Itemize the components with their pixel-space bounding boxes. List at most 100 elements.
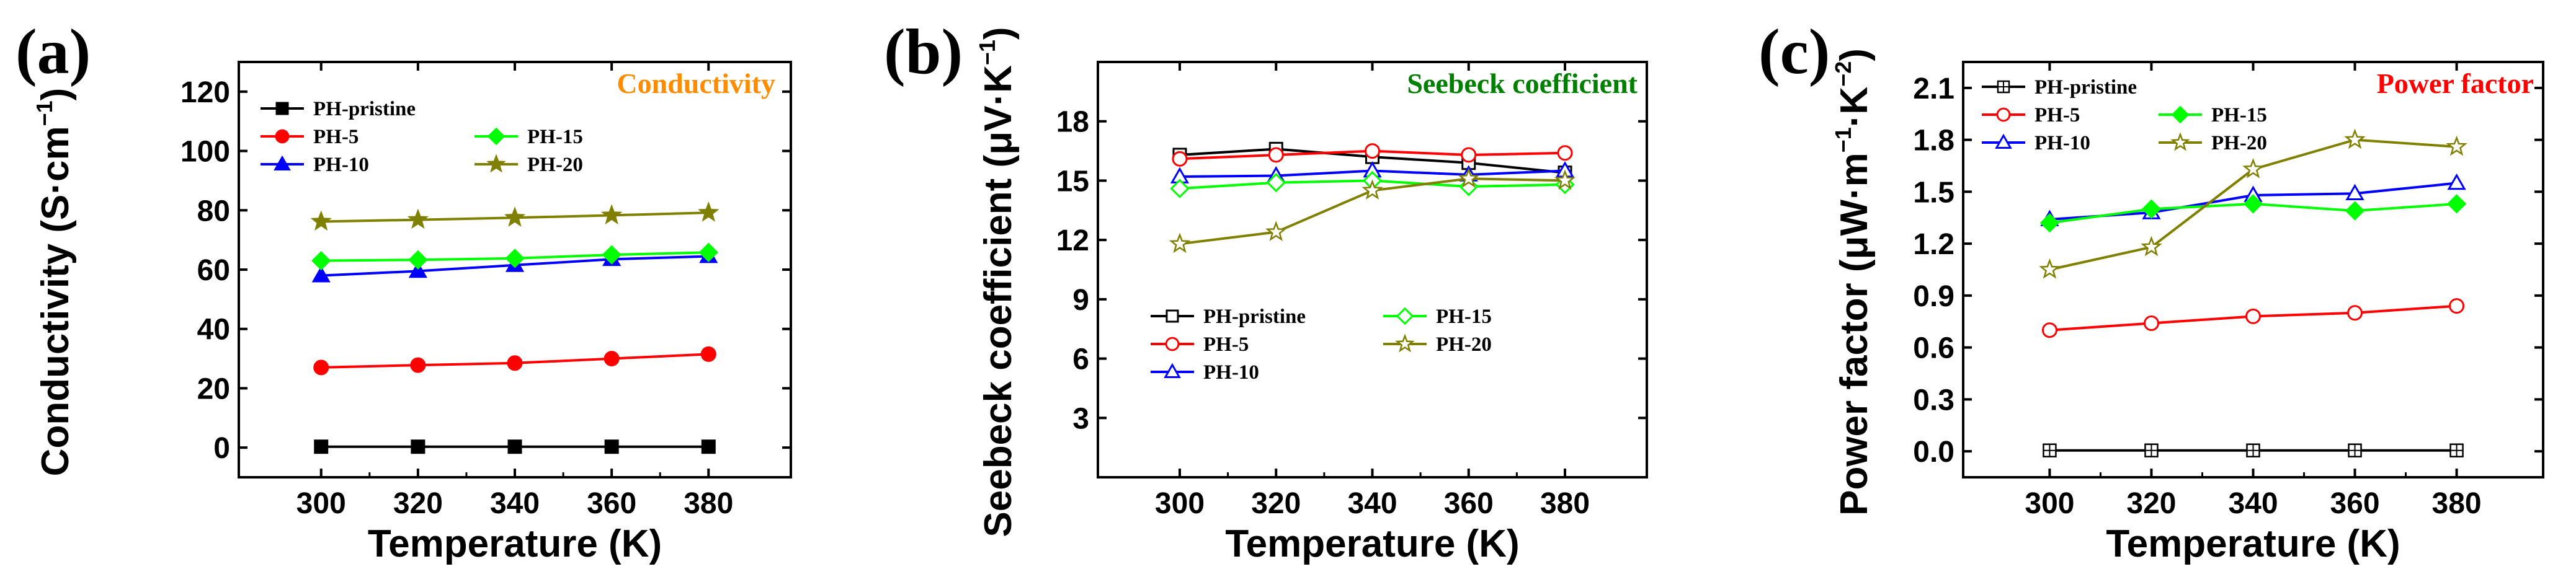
- legend-marker: [1995, 133, 2012, 149]
- data-point: [410, 357, 426, 373]
- x-axis-title: Temperature (K): [2106, 522, 2400, 565]
- data-point: [700, 346, 716, 362]
- data-point: [604, 351, 620, 367]
- y-tick-label: 0.3: [1913, 384, 1954, 417]
- y-tick-label: 1.2: [1913, 228, 1954, 261]
- legend-label: PH-10: [2035, 132, 2090, 154]
- legend-marker: [1165, 309, 1179, 323]
- legend-marker: [2171, 105, 2190, 124]
- legend-entry: PH-15: [1383, 306, 1492, 328]
- legend-label: PH-5: [1203, 333, 1249, 356]
- legend-entry: PH-10: [1151, 361, 1259, 384]
- data-point: [2141, 199, 2162, 219]
- y-tick-label: 9: [1072, 284, 1089, 317]
- y-axis-title-sup: −1: [974, 40, 1000, 65]
- data-point: [2246, 443, 2260, 457]
- data-point: [2144, 443, 2159, 457]
- legend-entry: PH-15: [2159, 104, 2267, 126]
- data-point: [2446, 135, 2467, 156]
- data-point: [1169, 232, 1191, 254]
- data-point: [311, 251, 331, 271]
- data-point: [2345, 183, 2364, 201]
- plot-frame: [1097, 61, 1648, 478]
- x-tick-label: 360: [2330, 487, 2379, 520]
- y-axis-title-close: ): [1833, 48, 1876, 61]
- legend-label: PH-5: [313, 126, 359, 148]
- legend-label: PH-15: [527, 126, 583, 148]
- legend-entry: PH-20: [1383, 333, 1492, 356]
- data-point: [1365, 143, 1380, 159]
- legend-marker: [1165, 337, 1180, 351]
- y-axis-title: Conductivity (S·cm−1): [32, 88, 77, 477]
- legend-marker: [2170, 132, 2190, 151]
- chart-panel-2: (b) 300 320 340 360 380 3 6 9 12 15 18 Temperature (…: [884, 16, 1648, 565]
- data-point: [2348, 443, 2362, 457]
- chart-title: Power factor: [2377, 68, 2534, 99]
- y-tick-label: 18: [1056, 106, 1089, 139]
- series-ph-15: [311, 242, 718, 271]
- y-tick-label: 0.6: [1913, 332, 1954, 365]
- y-tick-label: 60: [197, 254, 230, 287]
- y-tick-label: 1.8: [1913, 125, 1954, 157]
- legend-entry: PH-pristine: [1151, 306, 1306, 328]
- legend-label: PH-15: [2211, 104, 2267, 126]
- data-point: [1458, 167, 1480, 188]
- legend-entry: PH-5: [1151, 333, 1249, 356]
- legend-marker: [487, 127, 506, 146]
- x-tick-label: 380: [2432, 487, 2482, 520]
- y-axis-title-close: ): [34, 88, 77, 101]
- y-tick-label: 6: [1072, 343, 1089, 376]
- legend-label: PH-pristine: [1203, 306, 1306, 328]
- y-tick-label: 0.0: [1913, 436, 1954, 469]
- data-point: [2345, 201, 2365, 221]
- y-axis-title-text: Conductivity (S·cm: [34, 126, 77, 476]
- data-point: [313, 359, 329, 376]
- x-tick-label: 340: [490, 487, 540, 520]
- legend-label: PH-20: [527, 154, 583, 176]
- data-point: [2447, 173, 2466, 190]
- data-point: [310, 210, 332, 231]
- chart-title: Conductivity: [617, 68, 775, 99]
- y-axis-title-text: Seebeck coefficient (μV·K: [977, 65, 1020, 537]
- y-tick-label: 100: [180, 136, 230, 169]
- legend-entry: PH-5: [261, 126, 359, 148]
- data-point: [701, 439, 716, 454]
- data-point: [1268, 147, 1284, 163]
- y-tick-label: 2.1: [1913, 73, 1954, 105]
- y-tick-label: 0.9: [1913, 280, 1954, 313]
- y-tick-label: 40: [197, 314, 230, 346]
- legend-label: PH-15: [1436, 306, 1492, 328]
- legend-marker: [1164, 363, 1181, 378]
- legend-marker: [275, 129, 290, 144]
- data-point: [2039, 258, 2061, 279]
- series-ph-pristine: [314, 439, 716, 454]
- x-axis-title: Temperature (K): [1225, 522, 1519, 565]
- data-point: [1554, 169, 1576, 190]
- y-axis-title-close: ): [977, 27, 1020, 40]
- legend-label: PH-10: [1203, 361, 1259, 384]
- legend-marker: [1395, 333, 1415, 353]
- data-point: [698, 201, 720, 222]
- x-tick-label: 360: [1444, 487, 1494, 520]
- data-point: [2041, 322, 2057, 338]
- series-ph-5: [1172, 143, 1573, 167]
- data-point: [602, 245, 622, 265]
- legend-label: PH-10: [313, 154, 369, 176]
- x-tick-label: 300: [296, 487, 346, 520]
- x-tick-label: 320: [393, 487, 443, 520]
- data-point: [601, 204, 623, 225]
- data-point: [2141, 236, 2162, 257]
- data-point: [2243, 194, 2263, 214]
- series-ph-5: [2041, 298, 2465, 338]
- x-tick-label: 340: [1347, 487, 1397, 520]
- legend-marker: [275, 102, 289, 115]
- x-tick-label: 340: [2228, 487, 2278, 520]
- legend-entry: PH-15: [475, 126, 583, 148]
- series-ph-5: [313, 346, 716, 376]
- data-point: [2347, 305, 2363, 321]
- y-axis-title-text: Power factor (μW·m: [1833, 152, 1876, 516]
- legend-label: PH-pristine: [313, 98, 416, 120]
- data-point: [1557, 145, 1573, 161]
- data-point: [1362, 179, 1383, 200]
